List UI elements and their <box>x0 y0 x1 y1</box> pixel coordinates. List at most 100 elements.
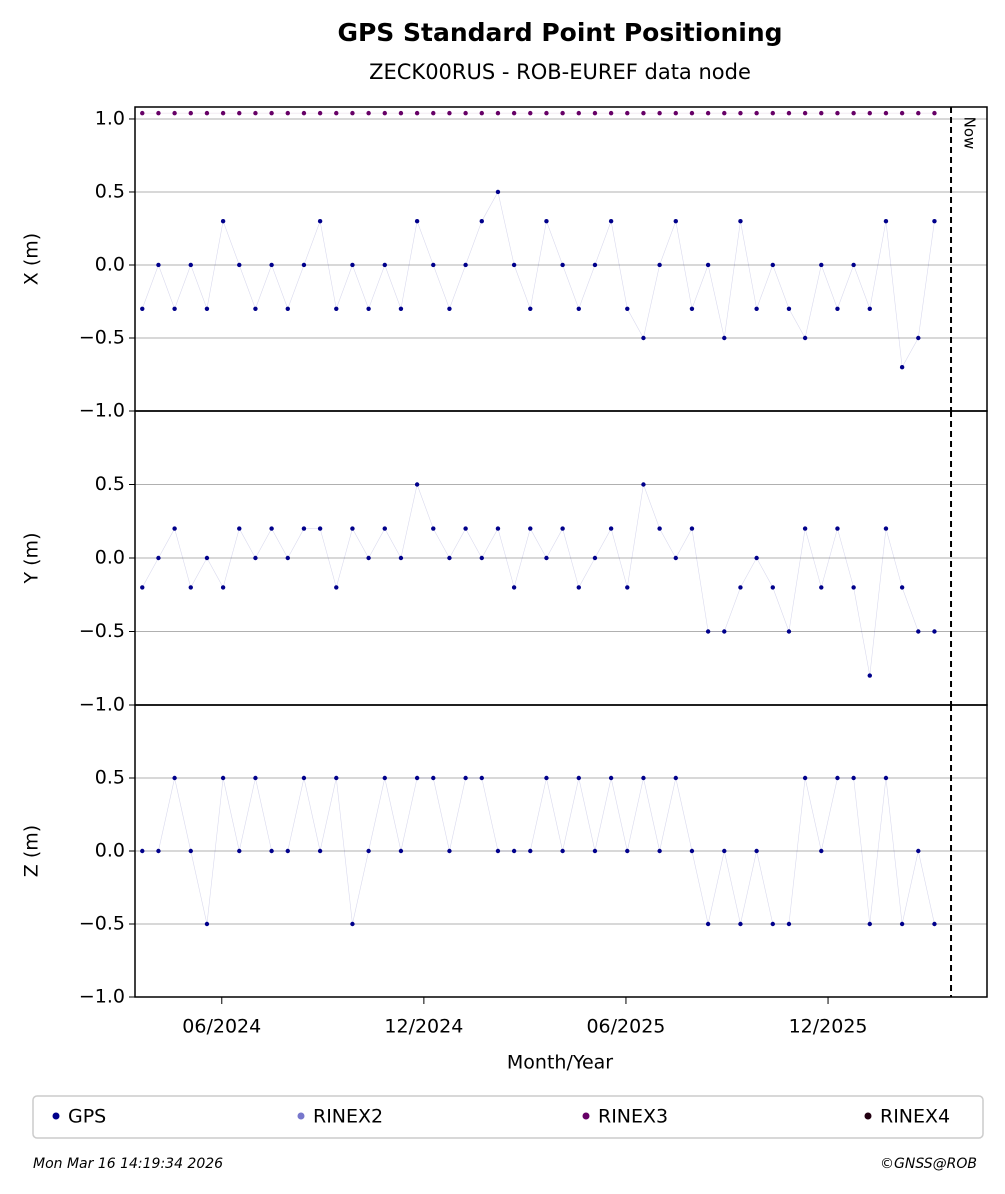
data-point <box>738 585 743 590</box>
data-point <box>350 262 355 268</box>
data-point <box>463 775 468 781</box>
data-point <box>689 526 695 531</box>
footer-credit: ©GNSS@ROB <box>880 1156 977 1172</box>
data-point <box>867 306 872 311</box>
data-point <box>851 262 856 268</box>
y-tick-label: 0.0 <box>95 253 125 275</box>
data-point <box>576 775 581 781</box>
chart-title: GPS Standard Point Positioning <box>337 18 782 47</box>
data-point <box>802 775 808 781</box>
data-point <box>786 110 792 116</box>
data-point <box>770 585 775 590</box>
data-point <box>495 526 501 531</box>
footer-date: Mon Mar 16 14:19:34 2026 <box>33 1156 223 1172</box>
panel-frame <box>134 704 988 998</box>
data-point <box>560 110 565 116</box>
data-point <box>625 848 630 854</box>
data-point <box>188 262 193 268</box>
data-point <box>414 482 420 487</box>
data-point <box>802 335 808 341</box>
legend-marker <box>582 1112 590 1120</box>
data-point <box>382 262 387 268</box>
data-point <box>237 848 242 854</box>
data-point <box>431 775 436 781</box>
series-line <box>141 191 935 369</box>
legend-marker <box>52 1112 60 1120</box>
data-point <box>156 555 161 561</box>
data-point <box>382 775 387 781</box>
data-point <box>754 110 759 116</box>
data-point <box>867 673 872 678</box>
data-point <box>253 555 258 561</box>
data-point <box>819 848 824 854</box>
y-tick-label: −0.5 <box>79 326 125 348</box>
data-point <box>317 110 323 116</box>
data-point <box>204 110 210 116</box>
data-point <box>819 110 824 116</box>
data-point <box>334 585 339 590</box>
data-point <box>253 306 258 311</box>
now-label: Now <box>961 117 979 150</box>
y-tick-label: 0.5 <box>95 767 125 789</box>
data-point <box>366 306 371 311</box>
series-line <box>142 483 935 676</box>
data-point <box>301 110 307 116</box>
panel-frame <box>134 106 988 412</box>
data-point <box>786 306 792 311</box>
data-point <box>398 555 404 561</box>
data-point <box>431 262 436 268</box>
data-point <box>722 629 727 634</box>
legend-marker <box>297 1112 305 1120</box>
data-point <box>172 306 177 311</box>
data-point <box>156 110 161 116</box>
y-tick-label: −1.0 <box>79 986 125 1008</box>
data-point <box>560 526 565 531</box>
data-point <box>786 629 792 634</box>
data-point <box>916 629 921 634</box>
x-tick-label: 06/2025 <box>586 1016 665 1038</box>
data-point <box>285 110 290 116</box>
data-point <box>253 775 258 781</box>
data-point <box>867 921 872 927</box>
data-point <box>883 110 889 116</box>
y-tick-label: −0.5 <box>79 913 125 935</box>
data-point <box>237 526 242 531</box>
data-point <box>689 848 695 854</box>
y-axis-label: Z (m) <box>21 825 43 877</box>
data-point <box>334 110 339 116</box>
data-point <box>382 526 387 531</box>
data-point <box>851 585 856 590</box>
legend-box <box>32 1095 984 1139</box>
data-point <box>657 110 662 116</box>
data-point <box>463 262 468 268</box>
data-point <box>382 110 387 116</box>
data-point <box>350 110 355 116</box>
data-point <box>511 848 517 854</box>
data-point <box>511 262 517 268</box>
data-point <box>172 526 177 531</box>
data-point <box>560 848 565 854</box>
data-point <box>220 110 226 116</box>
data-point <box>738 110 743 116</box>
data-point <box>220 585 226 590</box>
data-point <box>269 262 274 268</box>
y-tick-label: −0.5 <box>79 620 125 642</box>
data-point <box>414 218 420 224</box>
data-point <box>754 306 759 311</box>
data-point <box>495 189 501 195</box>
data-point <box>285 848 290 854</box>
data-point <box>641 335 646 341</box>
legend-marker <box>864 1112 872 1120</box>
data-point <box>689 110 695 116</box>
legend-label: RINEX2 <box>313 1106 383 1128</box>
data-point <box>414 775 420 781</box>
data-point <box>528 306 533 311</box>
data-point <box>867 110 872 116</box>
data-point <box>463 526 468 531</box>
data-point <box>301 526 307 531</box>
data-point <box>511 110 517 116</box>
data-point <box>431 110 436 116</box>
data-point <box>625 585 630 590</box>
data-point <box>140 306 145 311</box>
data-point <box>883 218 889 224</box>
